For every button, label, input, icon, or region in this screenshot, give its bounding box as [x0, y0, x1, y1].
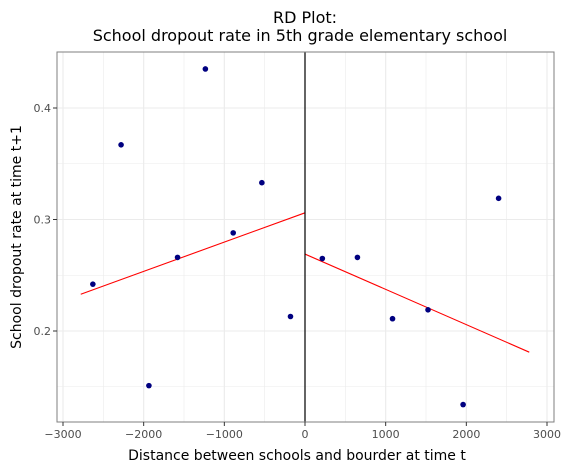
data-point [230, 230, 237, 236]
data-point [389, 315, 396, 322]
data-points [90, 66, 502, 408]
x-tick-label: −2000 [125, 428, 162, 441]
chart-title: RD Plot: [273, 8, 337, 27]
data-point [425, 307, 431, 313]
data-point [259, 179, 265, 186]
y-tick-label: 0.2 [34, 325, 52, 338]
data-point [287, 313, 294, 320]
fit-lines [80, 212, 530, 353]
data-point [460, 401, 466, 408]
x-axis-ticks: −3000 −2000 −1000 0 1000 2000 3000 [44, 422, 561, 441]
x-tick-label: 2000 [452, 428, 480, 441]
x-tick-label: −1000 [206, 428, 243, 441]
x-tick-label: 0 [302, 428, 309, 441]
data-point [90, 281, 96, 287]
data-point [319, 255, 326, 262]
data-point [202, 66, 209, 72]
data-point [118, 141, 124, 148]
fit-line-right [304, 253, 530, 353]
y-tick-label: 0.3 [34, 214, 52, 227]
data-point [354, 254, 361, 261]
x-tick-label: 1000 [372, 428, 400, 441]
y-axis-label: School dropout rate at time t+1 [9, 125, 25, 349]
x-tick-label: −3000 [44, 428, 81, 441]
data-point [146, 382, 152, 389]
y-tick-label: 0.4 [34, 102, 52, 115]
fit-line-left [80, 212, 306, 295]
data-point [174, 254, 181, 261]
x-tick-label: 3000 [533, 428, 561, 441]
y-axis-ticks: 0.2 0.3 0.4 [34, 102, 57, 338]
x-axis-label: Distance between schools and bourder at … [128, 448, 466, 464]
data-point [495, 195, 502, 202]
chart-subtitle: School dropout rate in 5th grade element… [93, 26, 508, 45]
